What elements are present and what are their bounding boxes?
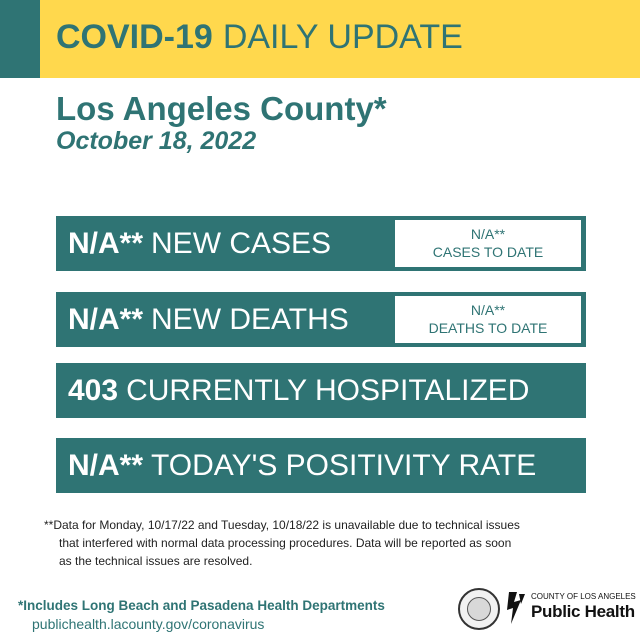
county-seal-icon: [458, 588, 500, 630]
stat-new-cases: N/A** NEW CASES N/A** CASES TO DATE: [56, 216, 586, 271]
data-footnote: **Data for Monday, 10/17/22 and Tuesday,…: [44, 516, 614, 570]
stat-value: 403: [68, 373, 119, 407]
seal-center: [467, 597, 491, 621]
stat-value: N/A**: [68, 226, 144, 260]
header-accent: [0, 0, 40, 78]
stat-value: N/A**: [68, 448, 144, 482]
deaths-to-date-box: N/A** DEATHS TO DATE: [395, 296, 581, 343]
side-value: N/A**: [470, 226, 506, 242]
stat-main: N/A** NEW DEATHS: [56, 303, 349, 337]
stat-main: N/A** NEW CASES: [56, 227, 331, 261]
stat-label: NEW CASES: [151, 226, 332, 260]
public-health-mark-icon: [507, 592, 525, 624]
side-label: DEATHS TO DATE: [428, 320, 548, 336]
stat-label: TODAY'S POSITIVITY RATE: [151, 448, 537, 482]
cases-to-date-box: N/A** CASES TO DATE: [395, 220, 581, 267]
stat-main: 403 CURRENTLY HOSPITALIZED: [56, 374, 529, 408]
logo-county-text: COUNTY OF LOS ANGELES: [531, 592, 636, 601]
stat-main: N/A** TODAY'S POSITIVITY RATE: [56, 449, 536, 483]
header-banner: COVID-19 DAILY UPDATE: [0, 0, 640, 78]
stat-label: CURRENTLY HOSPITALIZED: [126, 373, 530, 407]
stat-value: N/A**: [68, 302, 144, 336]
header-title-covid: COVID-19: [56, 18, 213, 56]
side-label: CASES TO DATE: [432, 244, 544, 260]
stat-new-deaths: N/A** NEW DEATHS N/A** DEATHS TO DATE: [56, 292, 586, 347]
website-link[interactable]: publichealth.lacounty.gov/coronavirus: [32, 616, 265, 632]
stat-hospitalized: 403 CURRENTLY HOSPITALIZED: [56, 363, 586, 418]
side-value: N/A**: [470, 302, 506, 318]
county-title: Los Angeles County*: [56, 90, 387, 127]
header-title-daily-update: DAILY UPDATE: [222, 18, 463, 56]
footnote-line-2: that interfered with normal data process…: [59, 536, 512, 550]
logo-public-health-text: Public Health: [531, 602, 635, 621]
includes-note: *Includes Long Beach and Pasadena Health…: [18, 598, 385, 613]
footnote-line-1: **Data for Monday, 10/17/22 and Tuesday,…: [44, 518, 520, 532]
report-date: October 18, 2022: [56, 127, 257, 155]
stat-positivity-rate: N/A** TODAY'S POSITIVITY RATE: [56, 438, 586, 493]
stat-label: NEW DEATHS: [151, 302, 349, 336]
header-title: COVID-19 DAILY UPDATE: [56, 18, 463, 57]
public-health-logo: COUNTY OF LOS ANGELES Public Health: [505, 588, 636, 630]
footnote-line-3: as the technical issues are resolved.: [59, 554, 253, 568]
